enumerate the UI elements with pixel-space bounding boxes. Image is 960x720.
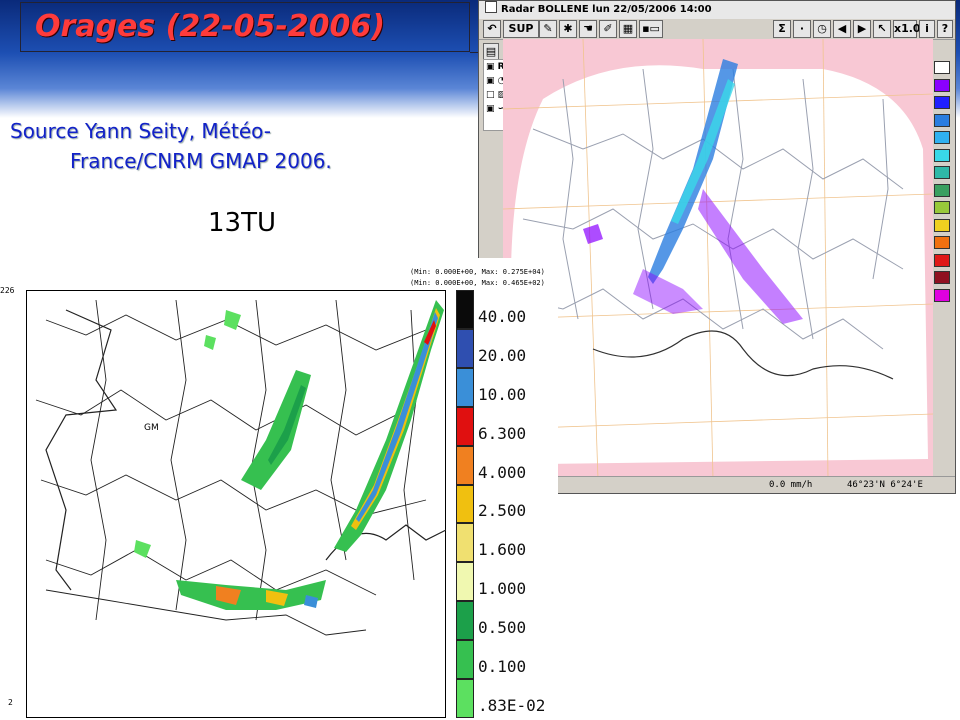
model-map-frame	[26, 290, 446, 718]
model-corner-number-top: 226	[0, 286, 15, 295]
legend-label: 20.00	[478, 345, 527, 365]
model-map-label: GM	[144, 423, 159, 433]
next-icon[interactable]: ▶	[853, 20, 871, 38]
source-line-1: Source Yann Seity, Météo-	[10, 119, 271, 143]
model-header-min-max-1: (Min: 0.000E+00, Max: 0.275E+04)	[410, 268, 545, 276]
info-button[interactable]: i	[919, 20, 935, 38]
edit-icon[interactable]: ✐	[599, 20, 617, 38]
window-menu-icon[interactable]	[485, 1, 497, 13]
pointer-icon[interactable]: ↖	[873, 20, 891, 38]
radar-coverage-area	[511, 65, 928, 464]
legend-swatch	[456, 328, 474, 368]
legend-swatch	[456, 367, 474, 407]
radar-statusbar: 0.0 mm/h 46°23'N 6°24'E	[479, 476, 955, 493]
legend-swatch	[456, 679, 474, 718]
layers-icon[interactable]: ✱	[559, 20, 577, 38]
legend-label: 2.500	[478, 501, 527, 521]
zoom-level-button[interactable]: x1.0	[893, 20, 921, 38]
radar-toolbar: ↶ SUP ✎ ✱ ☚ ✐ ▦ ▪▭ Σ · ◷ ◀ ▶ ↖ x1.0 i ?	[479, 19, 955, 40]
grid-icon[interactable]: ▦	[619, 20, 637, 38]
model-color-legend: 40.00 20.00 10.00 6.300 4.000 2.500 1.600 1.000…	[456, 290, 556, 718]
sum-button[interactable]: Σ	[773, 20, 791, 38]
layer-row-3[interactable]: □ ▨	[486, 90, 507, 100]
clock-icon[interactable]: ◷	[813, 20, 831, 38]
legend-label: 0.100	[478, 657, 527, 677]
radar-color-palette	[933, 39, 951, 479]
legend-label: .83E-02	[478, 696, 546, 715]
palette-swatch[interactable]	[934, 288, 950, 302]
palette-swatch[interactable]	[934, 78, 950, 92]
layer-row-2[interactable]: ▣ ◔	[486, 76, 506, 86]
legend-swatch	[456, 406, 474, 446]
admin-borders	[517, 68, 904, 350]
palette-swatch[interactable]	[934, 61, 950, 74]
legend-swatch	[456, 601, 474, 641]
time-label: 13TU	[208, 208, 276, 238]
radar-titlebar: Radar BOLLENE lun 22/05/2006 14:00	[479, 1, 955, 20]
legend-swatch	[456, 523, 474, 563]
legend-swatch	[456, 484, 474, 524]
display-icon[interactable]: ▪▭	[639, 20, 663, 38]
palette-swatch[interactable]	[934, 253, 950, 267]
legend-swatch	[456, 290, 474, 329]
source-credit: Source Yann Seity, Météo- France/CNRM GM…	[10, 116, 450, 176]
back-icon[interactable]: ↶	[483, 20, 501, 38]
slide-title: Orages (22-05-2006)	[20, 2, 470, 52]
palette-swatch[interactable]	[934, 96, 950, 109]
legend-swatch	[456, 640, 474, 680]
palette-swatch[interactable]	[934, 271, 950, 284]
previous-icon[interactable]: ◀	[833, 20, 851, 38]
palette-swatch[interactable]	[934, 201, 950, 214]
palette-swatch[interactable]	[934, 218, 950, 232]
legend-label: 10.00	[478, 384, 527, 404]
help-button[interactable]: ?	[937, 20, 953, 38]
legend-label: 4.000	[478, 462, 527, 482]
legend-label: 1.600	[478, 540, 527, 560]
lat-lon-grid	[503, 39, 933, 479]
radar-window-title: Radar BOLLENE lun 22/05/2006 14:00	[501, 4, 712, 15]
palette-swatch[interactable]	[934, 113, 950, 127]
palette-swatch[interactable]	[934, 148, 950, 162]
legend-label: 6.300	[478, 423, 527, 443]
model-header-min-max-2: (Min: 0.000E+00, Max: 0.465E+02)	[410, 279, 545, 287]
palette-swatch[interactable]	[934, 166, 950, 179]
source-line-2: France/CNRM GMAP 2006.	[70, 149, 332, 173]
palette-swatch[interactable]	[934, 131, 950, 144]
hand-icon[interactable]: ☚	[579, 20, 597, 38]
layer-checkbox[interactable]: ▣	[486, 62, 495, 72]
cursor-coordinate-readout: 46°23'N 6°24'E	[847, 480, 923, 490]
palette-swatch[interactable]	[934, 183, 950, 197]
legend-swatch	[456, 445, 474, 485]
radar-map[interactable]	[503, 39, 933, 479]
radar-echoes	[583, 59, 803, 324]
model-corner-number-bottom: 2	[8, 698, 13, 707]
model-precipitation-map[interactable]: GM	[26, 290, 446, 718]
legend-label: 40.00	[478, 306, 527, 326]
model-simulation-figure: (Min: 0.000E+00, Max: 0.275E+04) (Min: 0…	[0, 258, 558, 720]
sup-button[interactable]: SUP	[503, 20, 539, 38]
model-precipitation-fields	[134, 300, 444, 610]
legend-swatch	[456, 562, 474, 602]
coastline	[592, 330, 894, 380]
layer-row-4[interactable]: ▣ ∽	[486, 104, 506, 114]
point-icon[interactable]: ·	[793, 20, 811, 38]
model-admin-borders	[35, 299, 427, 636]
legend-label: 1.000	[478, 579, 527, 599]
rain-rate-readout: 0.0 mm/h	[769, 480, 813, 490]
palette-swatch[interactable]	[934, 236, 950, 249]
pencil-icon[interactable]: ✎	[539, 20, 557, 38]
legend-label: 0.500	[478, 618, 527, 638]
model-coastline	[45, 309, 446, 591]
